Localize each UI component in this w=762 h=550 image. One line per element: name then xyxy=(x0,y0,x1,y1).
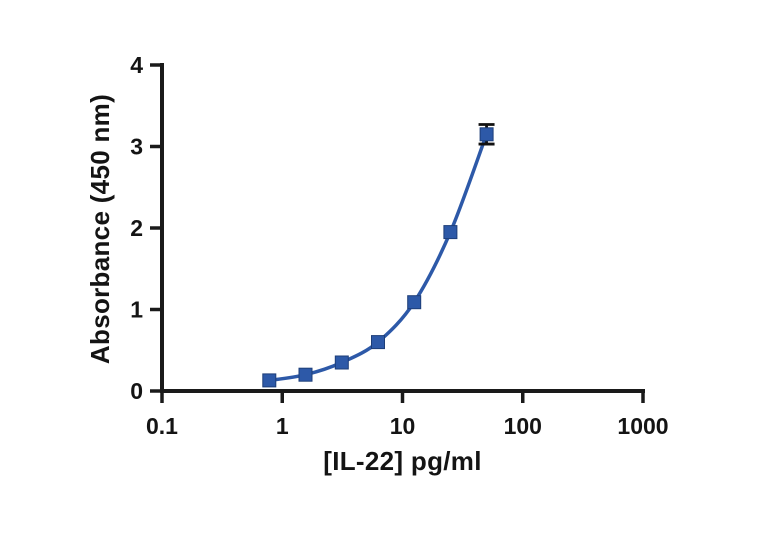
x-tick-label: 1 xyxy=(276,413,289,439)
y-tick-label: 1 xyxy=(130,297,143,323)
y-tick-label: 0 xyxy=(130,378,143,404)
x-tick-label: 1000 xyxy=(617,413,668,439)
data-point-marker xyxy=(443,225,458,240)
data-point-marker xyxy=(479,127,494,142)
x-tick-label: 100 xyxy=(504,413,542,439)
tick-labels: 0.1 1 10 100 1000 0 1 2 3 4 xyxy=(130,52,668,439)
data-point-marker xyxy=(334,355,349,370)
data-point-marker xyxy=(298,367,313,382)
y-tick-label: 2 xyxy=(130,215,143,241)
x-tick-label: 10 xyxy=(390,413,416,439)
ticks xyxy=(150,63,645,403)
series-il-22-standard-curve xyxy=(262,123,495,388)
data-point-marker xyxy=(371,335,385,350)
axis-lines xyxy=(160,63,645,393)
x-tick-label: 0.1 xyxy=(146,413,178,439)
data-point-marker xyxy=(407,295,422,310)
axes xyxy=(160,63,645,393)
y-tick-label: 3 xyxy=(130,134,143,160)
y-tick-label: 4 xyxy=(130,52,143,78)
data-point-marker xyxy=(262,373,277,388)
